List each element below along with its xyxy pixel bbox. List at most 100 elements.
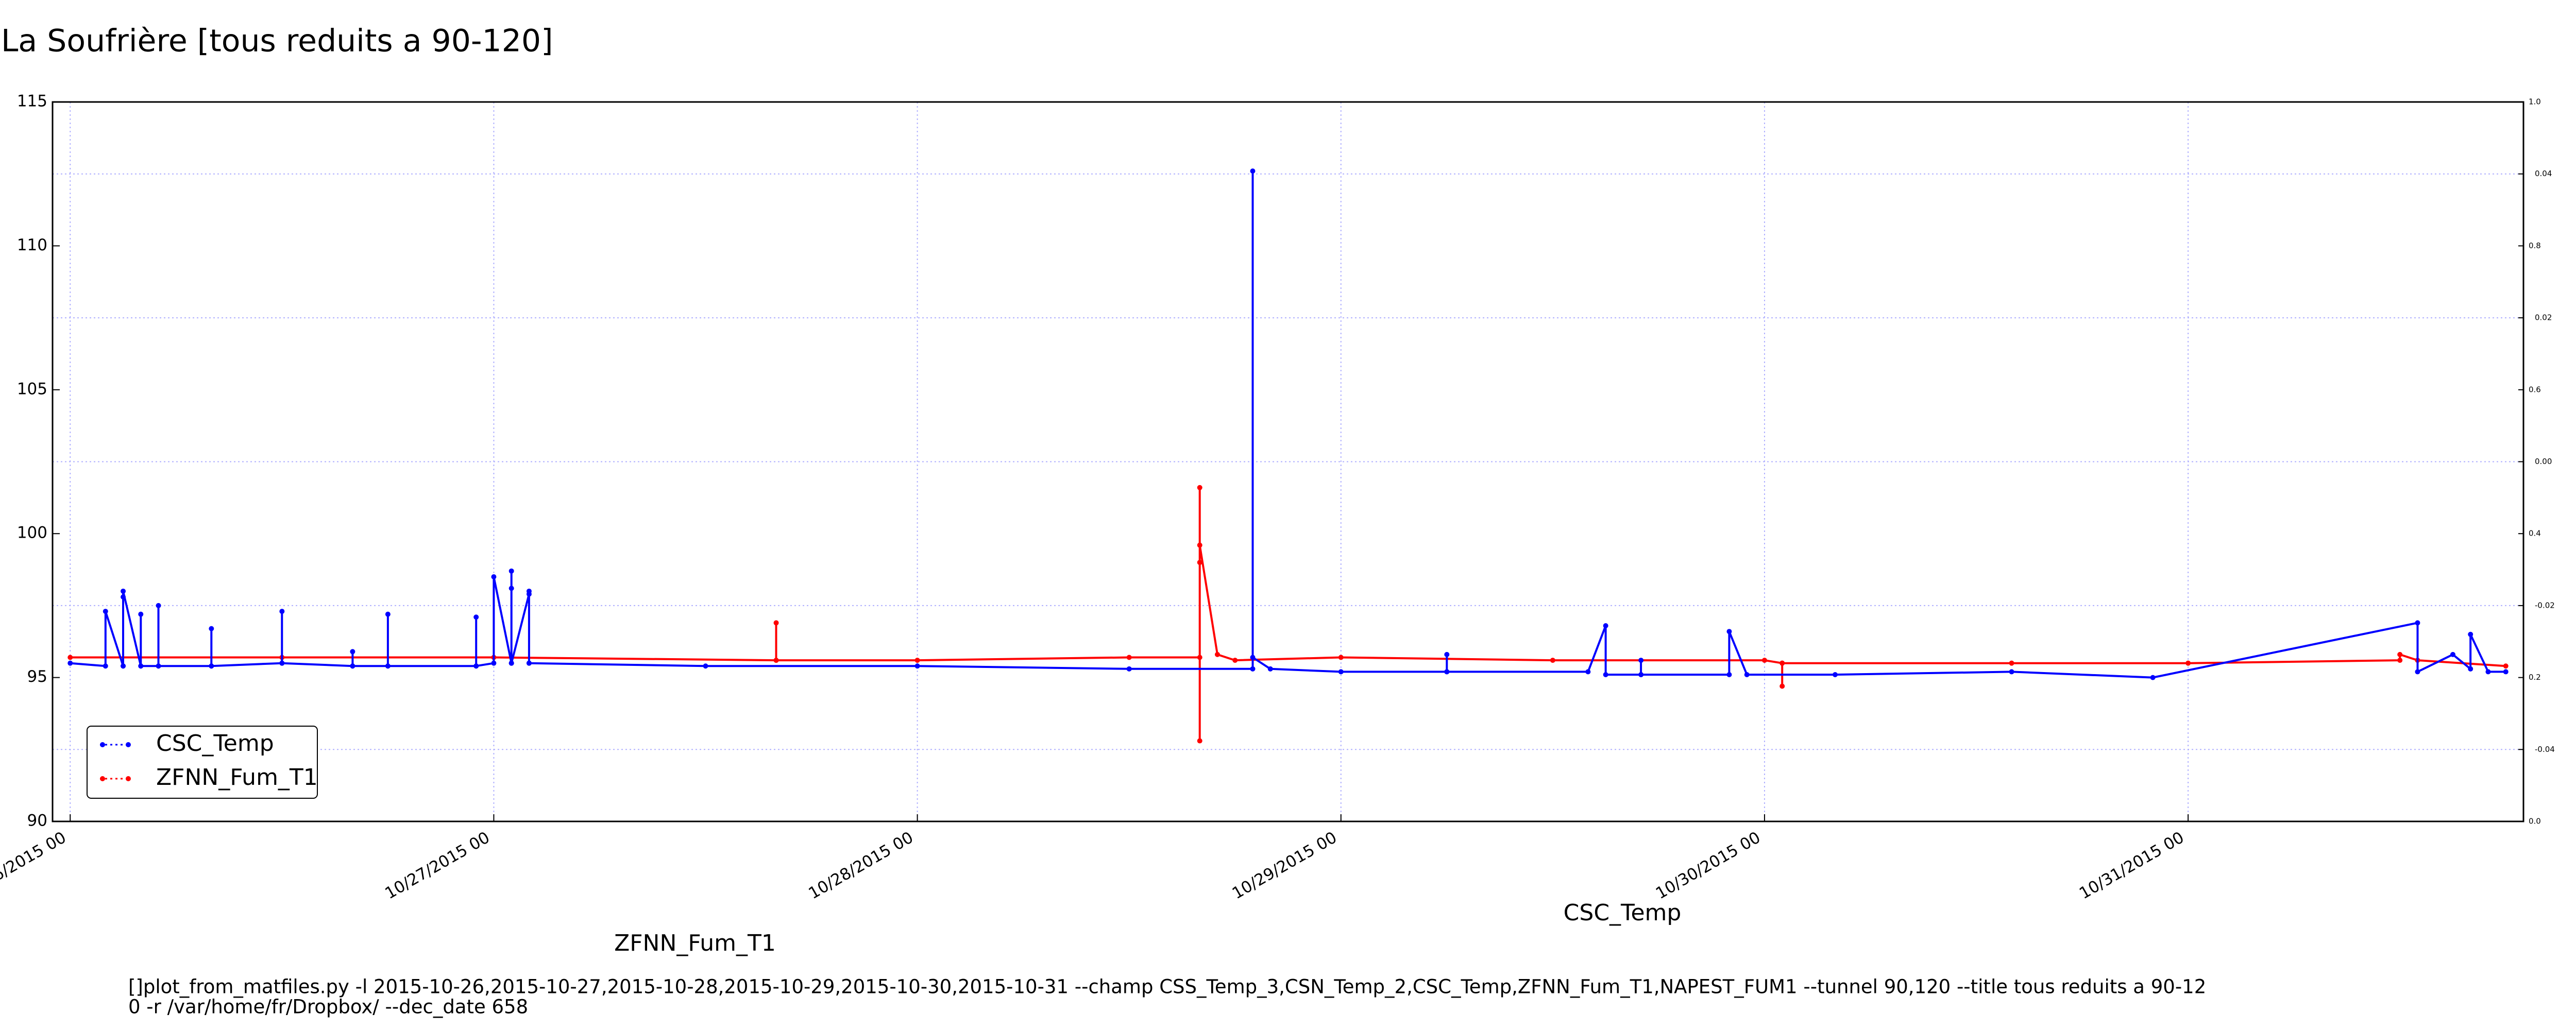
data-point [1832,672,1838,678]
data-point [1761,658,1767,663]
data-point [2009,669,2014,675]
data-point [121,663,126,669]
y2-tick-label: 0.4 [2529,529,2541,538]
data-point [279,609,285,614]
data-point [491,574,497,580]
data-point [1197,655,1202,660]
data-point [67,655,73,660]
data-point [491,660,497,666]
data-point [1126,655,1132,660]
y2-tick-label: 0.0 [2529,817,2541,826]
data-point [526,660,532,666]
data-point [2485,669,2491,675]
data-point [1550,658,1555,663]
data-point [1726,672,1732,678]
data-point [121,594,126,600]
data-point [1444,651,1450,657]
data-point [1338,669,1344,675]
y2-tick-label: 0.8 [2529,241,2541,250]
data-point [350,649,355,655]
data-point [1780,683,1785,689]
data-point [279,660,285,666]
data-point [2503,669,2509,675]
data-point [1603,672,1608,678]
data-point [1197,542,1202,548]
data-point [385,663,391,669]
y-tick-label: 100 [17,524,47,542]
y-tick-label: 105 [17,380,47,398]
data-point [1214,651,1220,657]
command-line: 0 -r /var/home/fr/Dropbox/ --dec_date 65… [128,996,528,1018]
data-point [138,663,144,669]
legend-swatch [100,742,105,747]
data-point [138,611,144,617]
data-point [509,586,514,591]
data-point [103,609,108,614]
chart-title: La Soufrière [tous reduits a 90-120] [1,23,553,59]
data-point [914,658,920,663]
y-tick-label: 95 [27,667,47,686]
legend-label: CSC_Temp [156,730,274,757]
y2-tick-label: 1.0 [2529,97,2541,107]
y2-tick-label: 0.6 [2529,385,2541,394]
data-point [2150,675,2156,680]
data-point [1638,658,1644,663]
data-point [2503,663,2509,669]
data-point [2450,651,2455,657]
data-point [2185,660,2191,666]
data-point [209,663,214,669]
data-point [1250,168,1256,174]
annotation: CSC_Temp [1564,900,1682,926]
data-point [1603,623,1608,629]
y2-tick-label: 0.2 [2529,673,2541,682]
data-point [2468,631,2473,637]
data-point [1197,560,1202,565]
data-point [509,568,514,574]
data-point [67,660,73,666]
legend-swatch [126,776,131,781]
data-point [1267,666,1273,672]
data-point [156,663,161,669]
data-point [103,663,108,669]
y3-tick-label: 0.00 [2535,457,2552,466]
data-point [1338,655,1344,660]
data-point [350,663,355,669]
data-point [526,588,532,594]
legend-swatch [100,776,105,781]
data-point [2009,660,2014,666]
y-tick-label: 110 [17,236,47,254]
y-tick-label: 90 [27,812,47,830]
data-point [914,663,920,669]
data-point [121,588,126,594]
data-point [156,603,161,608]
data-point [1444,669,1450,675]
y3-tick-label: -0.02 [2535,600,2555,610]
data-point [2415,620,2420,626]
data-point [2468,666,2473,672]
y3-tick-label: 0.04 [2535,169,2552,178]
data-point [2397,658,2403,663]
data-point [385,611,391,617]
legend-swatch [126,742,131,747]
data-point [2415,669,2420,675]
data-point [473,663,479,669]
y3-tick-label: -0.04 [2535,745,2555,754]
plot-frame [52,101,2524,822]
data-point [1744,672,1750,678]
y3-tick-label: 0.02 [2535,313,2552,322]
y-tick-label: 115 [17,92,47,111]
data-point [209,626,214,631]
data-point [1585,669,1591,675]
data-point [1780,660,1785,666]
data-point [1197,485,1202,490]
data-point [1126,666,1132,672]
annotation: ZFNN_Fum_T1 [614,930,776,956]
data-point [1250,666,1256,672]
data-point [1250,655,1256,660]
data-point [1726,629,1732,634]
data-point [773,620,779,626]
legend-label: ZFNN_Fum_T1 [156,764,318,791]
